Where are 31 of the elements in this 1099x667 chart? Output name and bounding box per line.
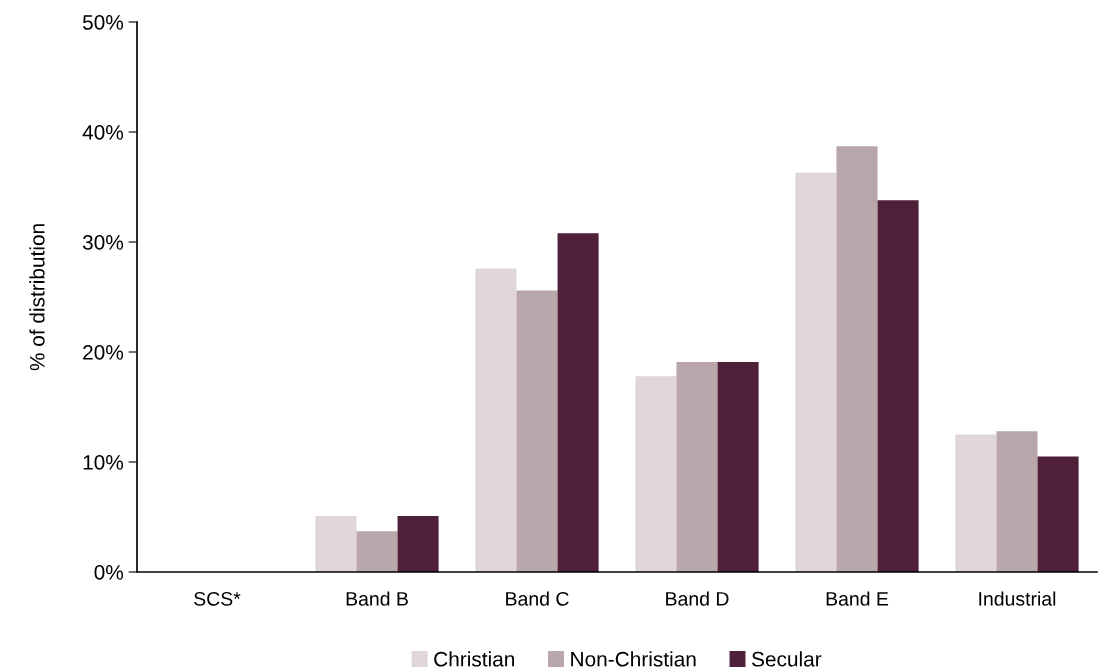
bar — [635, 376, 677, 572]
legend-label: Secular — [751, 651, 822, 667]
y-tick-label: 20% — [83, 345, 124, 360]
x-tick-label: Industrial — [979, 591, 1056, 606]
bar — [795, 172, 837, 572]
y-tick-label: 10% — [83, 455, 124, 470]
legend-label: Christian — [434, 651, 515, 667]
bar — [676, 361, 718, 572]
x-tick-label: Band B — [346, 591, 408, 606]
bar — [877, 200, 919, 572]
x-tick-label: Band D — [666, 591, 729, 606]
bar — [516, 290, 558, 572]
bar — [836, 146, 878, 572]
y-tick-label: 50% — [82, 15, 124, 30]
bar — [996, 431, 1038, 572]
bar — [315, 515, 357, 572]
y-tick-label: 40% — [82, 125, 124, 140]
legend-label: Non-Christian — [571, 651, 696, 667]
bar — [475, 268, 517, 572]
y-axis-title: % of distribution — [29, 224, 45, 371]
x-tick-label: Band E — [826, 591, 889, 606]
y-tick-label: 0% — [94, 565, 124, 580]
bar — [1037, 456, 1079, 572]
bar — [955, 434, 997, 572]
x-tick-label: SCS* — [194, 591, 241, 606]
bar — [557, 233, 599, 572]
x-tick-label: Band C — [506, 591, 569, 606]
y-tick-label: 30% — [82, 235, 124, 250]
bar — [717, 361, 759, 572]
bar — [356, 531, 398, 572]
bar — [397, 515, 439, 572]
